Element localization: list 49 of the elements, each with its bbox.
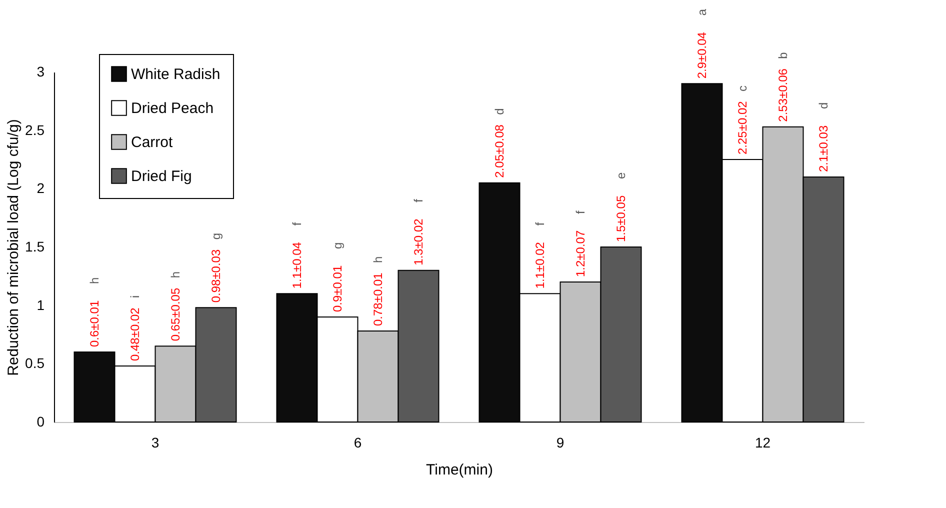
annotation: f: [412, 198, 426, 202]
data-label: 1.5±0.05: [614, 195, 628, 242]
y-tick-label: 0: [36, 414, 45, 430]
y-tick-label: 0.5: [25, 355, 45, 372]
annotation: h: [88, 277, 102, 284]
annotation: g: [330, 242, 344, 249]
data-label: 2.53±0.06: [776, 68, 790, 122]
annotation: g: [209, 232, 223, 240]
annotation: h: [168, 271, 182, 278]
y-tick-label: 3: [36, 64, 45, 80]
legend-label: Dried Fig: [131, 168, 192, 185]
data-label: 0.78±0.01: [371, 272, 385, 326]
text: a: [695, 8, 709, 16]
annotation: h: [371, 256, 385, 263]
annotation: d: [492, 108, 506, 115]
text: b: [776, 52, 790, 59]
x-tick-label: 12: [754, 434, 771, 450]
annotation: e: [614, 172, 628, 179]
x-tick-label: 9: [556, 434, 564, 450]
annotation: d: [816, 102, 830, 109]
data-label: 1.3±0.02: [412, 218, 426, 266]
annotation: c: [736, 86, 750, 92]
data-label: 2.05±0.08: [492, 124, 506, 178]
y-tick-label: 2: [36, 180, 45, 196]
y-axis-title: Reduction of microbial load (Log cfu/g): [5, 119, 22, 376]
data-label: 2.25±0.02: [736, 100, 750, 154]
data-label: 2.1±0.03: [816, 125, 830, 172]
data-label: 0.48±0.02: [128, 307, 142, 361]
x-tick-label: 3: [151, 434, 160, 450]
legend-label: Carrot: [131, 134, 174, 151]
y-tick-label: 2.5: [25, 122, 45, 138]
annotation: i: [128, 295, 142, 298]
data-label: 0.98±0.03: [209, 249, 223, 303]
x-tick-label: 6: [354, 434, 362, 450]
annotation: f: [290, 222, 304, 226]
legend-label: White Radish: [131, 66, 220, 83]
data-label: 0.6±0.01: [88, 300, 102, 347]
data-label: 1.1±0.02: [533, 242, 547, 289]
data-label: 0.9±0.01: [330, 265, 344, 312]
data-label: 1.2±0.07: [574, 230, 588, 277]
data-label: 0.65±0.05: [168, 288, 182, 342]
legend-label: Dried Peach: [131, 100, 214, 117]
data-label: 2.9±0.04: [695, 32, 709, 79]
data-label: 1.1±0.04: [290, 242, 304, 289]
y-tick-label: 1.5: [25, 238, 45, 254]
annotation: f: [533, 222, 547, 226]
y-tick-label: 1: [36, 296, 45, 313]
annotation: f: [574, 210, 588, 214]
x-axis-title: Time(min): [426, 462, 493, 478]
